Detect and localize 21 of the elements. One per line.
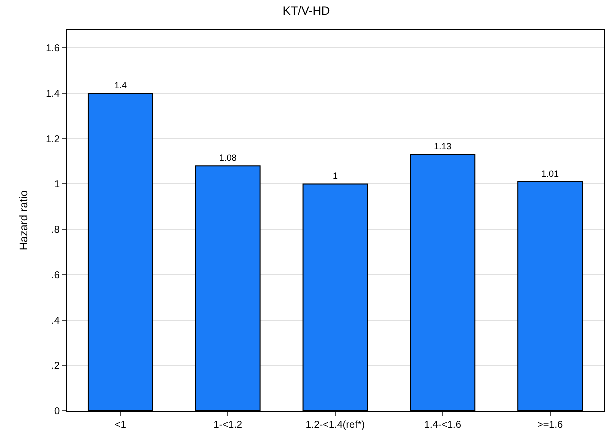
data-label: 1.4 — [114, 80, 127, 90]
y-axis-title: Hazard ratio — [18, 190, 31, 250]
data-label: 1.01 — [542, 168, 560, 179]
data-label: 1.08 — [219, 153, 237, 164]
data-label: 1 — [332, 171, 338, 182]
y-tick-label: 0 — [54, 406, 60, 418]
x-tick-label: <1 — [114, 420, 127, 431]
y-tick-label: .8 — [52, 225, 60, 236]
y-tick-label: 1.2 — [46, 134, 60, 146]
x-tick-label: >=1.6 — [538, 420, 564, 431]
y-tick-label: 1 — [54, 180, 60, 191]
x-tick-label: 1.4-<1.6 — [424, 420, 462, 431]
data-label: 1.13 — [434, 142, 452, 152]
chart-title: KT/V-HD — [282, 4, 330, 18]
y-tick-label: 1.4 — [46, 89, 60, 100]
y-tick-label: 1.6 — [46, 44, 60, 55]
x-tick-label: 1-<1.2 — [214, 420, 243, 431]
y-tick-label: .6 — [52, 270, 60, 282]
y-tick-label: .4 — [52, 316, 60, 327]
y-tick-label: .2 — [52, 361, 60, 372]
x-tick-label: 1.2-<1.4(ref*) — [306, 420, 366, 431]
